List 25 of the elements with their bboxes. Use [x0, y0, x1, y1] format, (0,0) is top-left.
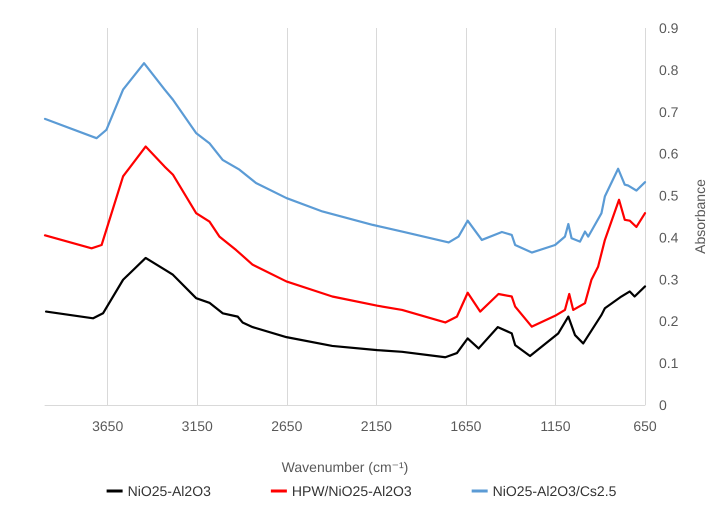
legend-label: NiO25-Al2O3 [128, 483, 212, 499]
line-series [44, 145, 646, 328]
y-axis-title: Absorbance [692, 178, 708, 254]
y-tick-label: 0.2 [659, 313, 679, 330]
y-tick-label: 0.1 [659, 355, 679, 372]
x-tick-label: 650 [633, 418, 657, 434]
y-tick-label: 0.9 [659, 20, 679, 36]
y-tick-label: 0.8 [659, 62, 679, 78]
y-tick-label: 0.7 [659, 104, 679, 120]
y-tick-label: 0.6 [659, 146, 679, 162]
x-tick-label: 3150 [182, 418, 214, 434]
y-tick-label: 0.5 [659, 188, 679, 204]
x-tick-label: 2150 [360, 418, 392, 434]
line-series [44, 62, 646, 254]
y-tick-label: 0.4 [659, 229, 679, 246]
x-tick-label: 1150 [540, 418, 571, 434]
x-tick-label: 1650 [450, 418, 482, 434]
y-tick-label: 0 [659, 397, 667, 413]
line-series [44, 256, 646, 358]
legend-label: NiO25-Al2O3/Cs2.5 [492, 483, 617, 499]
x-tick-label: 2650 [271, 418, 303, 434]
x-axis-title: Wavenumber (cm⁻¹) [282, 459, 408, 475]
y-tick-label: 0.3 [659, 271, 679, 288]
legend-label: HPW/NiO25-Al2O3 [292, 483, 412, 499]
x-tick-label: 3650 [92, 418, 124, 434]
